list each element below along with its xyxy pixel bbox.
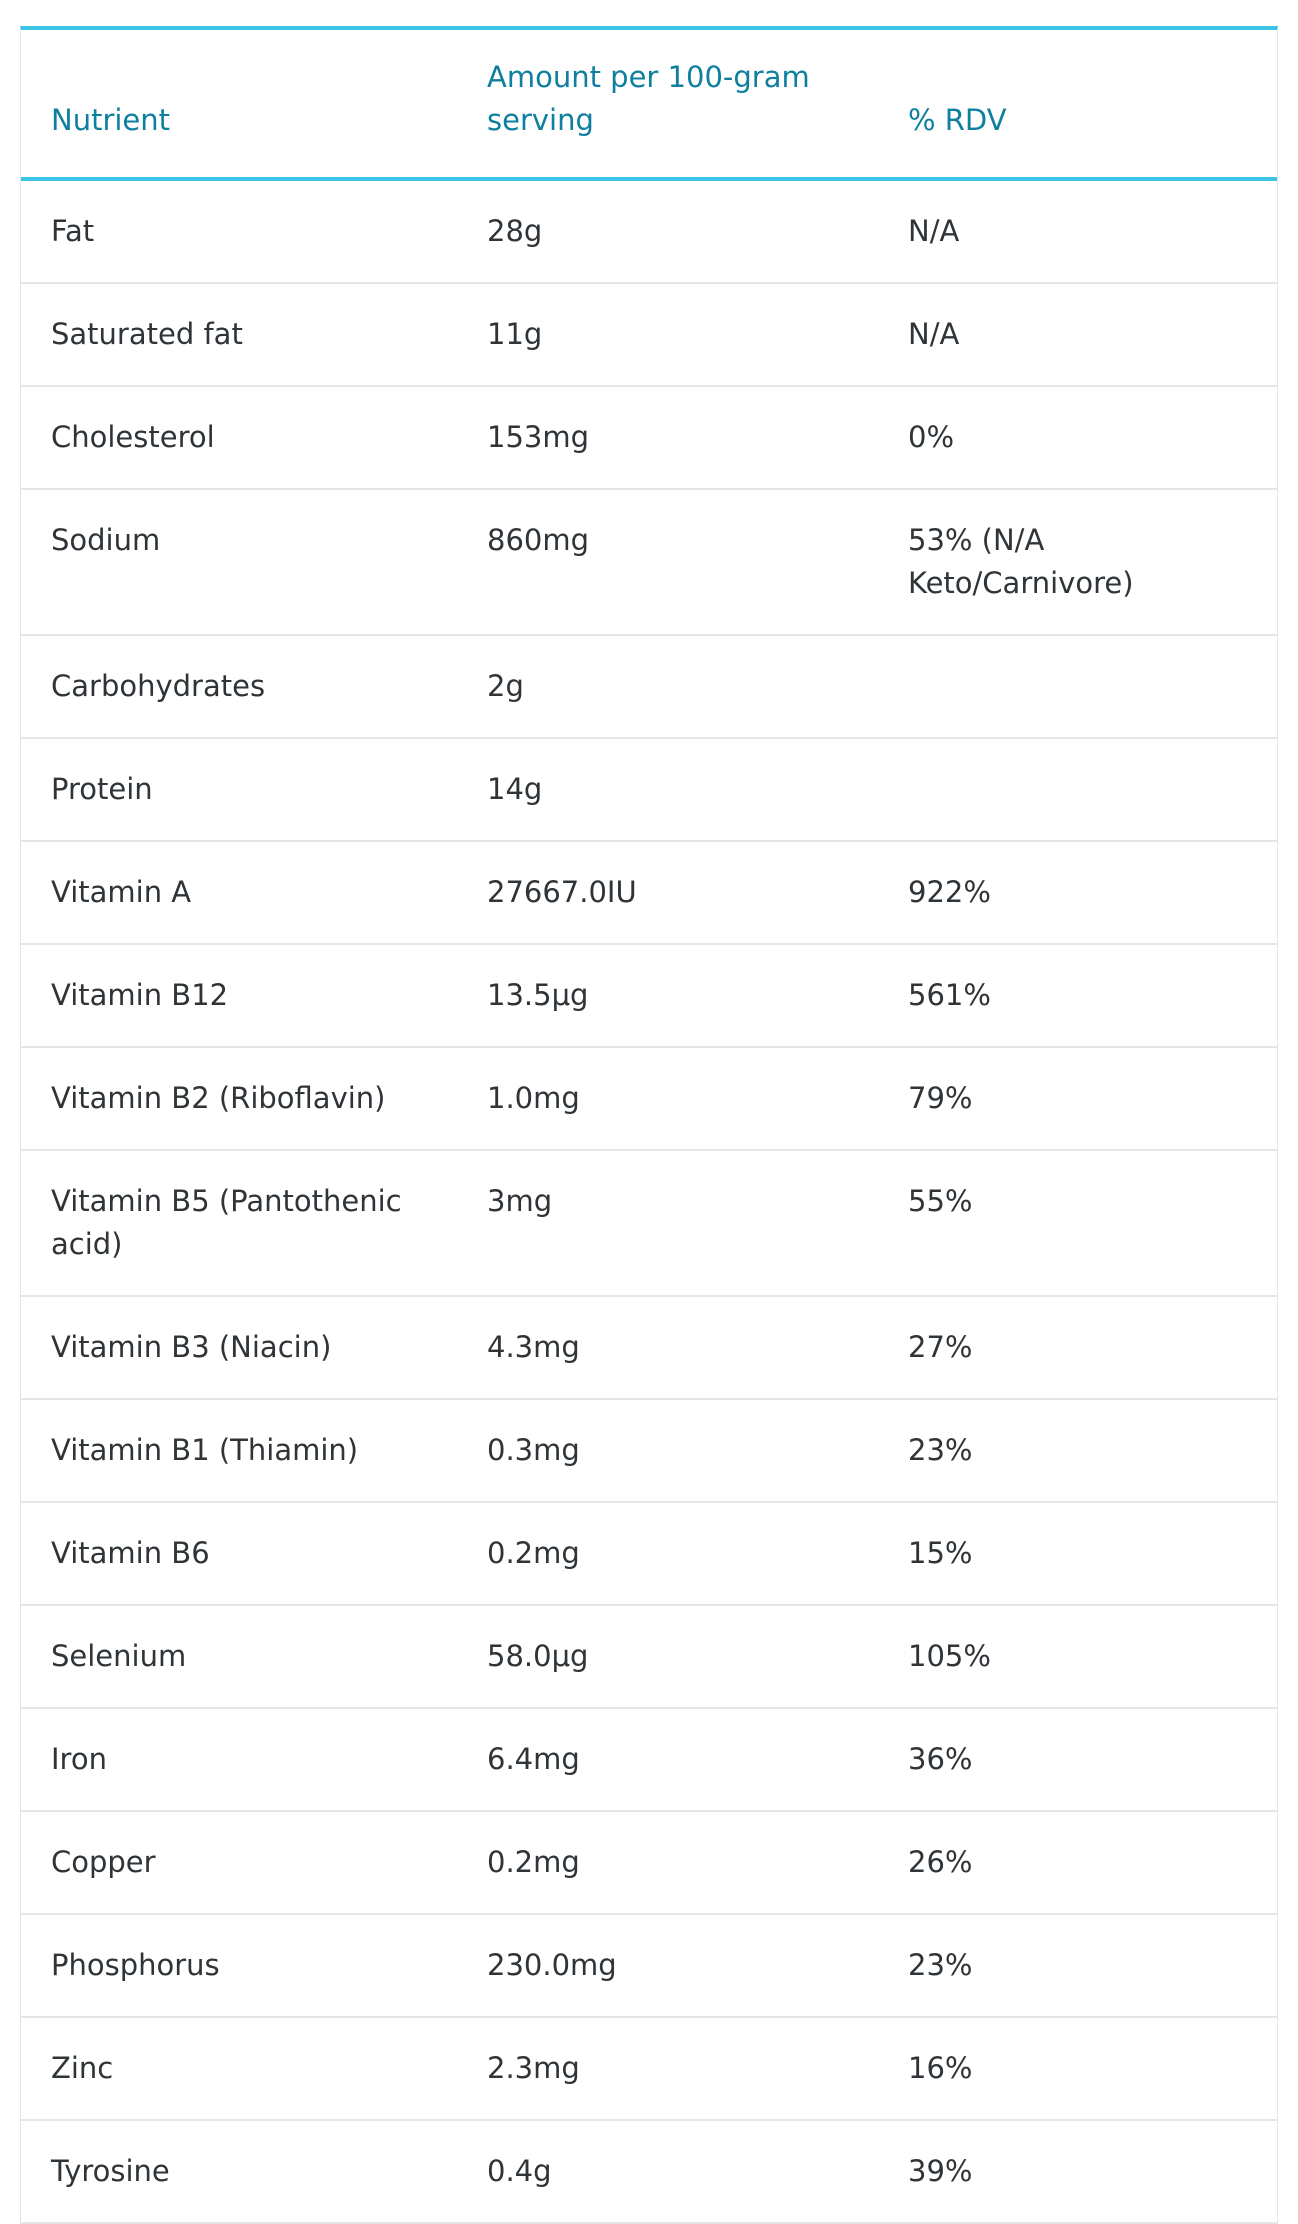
amount-cell: 3mg	[457, 1150, 878, 1297]
rdv-cell: 36%	[878, 1708, 1277, 1812]
table-row: Vitamin B2 (Riboflavin) 1.0mg 79%	[21, 1047, 1277, 1151]
nutrient-cell: Vitamin B12	[21, 944, 457, 1048]
amount-cell: 153mg	[457, 386, 878, 490]
amount-cell: 0.2mg	[457, 1502, 878, 1606]
amount-cell: 13.5μg	[457, 944, 878, 1048]
rdv-cell: 79%	[878, 1047, 1277, 1151]
rdv-cell: 561%	[878, 944, 1277, 1048]
amount-cell: 28g	[457, 179, 878, 284]
amount-cell: 6.4mg	[457, 1708, 878, 1812]
nutrient-cell: Iron	[21, 1708, 457, 1812]
table-row: Vitamin B1 (Thiamin) 0.3mg 23%	[21, 1399, 1277, 1503]
rdv-cell: 15%	[878, 1502, 1277, 1606]
table-row: Vitamin B5 (Pantothenic acid) 3mg 55%	[21, 1150, 1277, 1297]
nutrient-cell: Selenium	[21, 1605, 457, 1709]
table-row: Iron 6.4mg 36%	[21, 1708, 1277, 1812]
amount-cell: 2g	[457, 635, 878, 739]
amount-cell: 11g	[457, 283, 878, 387]
amount-cell: 0.4g	[457, 2120, 878, 2224]
header-nutrient: Nutrient	[21, 30, 457, 181]
table-row: Vitamin B12 13.5μg 561%	[21, 944, 1277, 1048]
amount-cell: 14g	[457, 738, 878, 842]
table-header: Nutrient Amount per 100-gram serving % R…	[21, 30, 1277, 181]
header-amount: Amount per 100-gram serving	[457, 30, 878, 181]
nutrient-cell: Sodium	[21, 489, 457, 636]
table-row: Phosphorus 230.0mg 23%	[21, 1914, 1277, 2018]
nutrient-cell: Tyrosine	[21, 2120, 457, 2224]
table-row: Vitamin A 27667.0IU 922%	[21, 841, 1277, 945]
table-row: Zinc 2.3mg 16%	[21, 2017, 1277, 2121]
nutrient-cell: Zinc	[21, 2017, 457, 2121]
table-row: Tyrosine 0.4g 39%	[21, 2120, 1277, 2224]
table-row: Cholesterol 153mg 0%	[21, 386, 1277, 490]
rdv-cell: 0%	[878, 386, 1277, 490]
rdv-cell: 23%	[878, 1914, 1277, 2018]
header-rdv: % RDV	[878, 30, 1277, 181]
nutrition-table: Nutrient Amount per 100-gram serving % R…	[21, 30, 1277, 2224]
nutrient-cell: Phosphorus	[21, 1914, 457, 2018]
rdv-cell: N/A	[878, 283, 1277, 387]
rdv-cell: 105%	[878, 1605, 1277, 1709]
nutrient-cell: Vitamin B6	[21, 1502, 457, 1606]
rdv-cell: 16%	[878, 2017, 1277, 2121]
nutrition-table-container: Nutrient Amount per 100-gram serving % R…	[20, 26, 1278, 2224]
table-row: Vitamin B6 0.2mg 15%	[21, 1502, 1277, 1606]
table-row: Saturated fat 11g N/A	[21, 283, 1277, 387]
amount-cell: 230.0mg	[457, 1914, 878, 2018]
nutrient-cell: Carbohydrates	[21, 635, 457, 739]
rdv-cell: 26%	[878, 1811, 1277, 1915]
nutrient-cell: Fat	[21, 179, 457, 284]
rdv-cell: 53% (N/A Keto/Carnivore)	[878, 489, 1277, 636]
table-row: Vitamin B3 (Niacin) 4.3mg 27%	[21, 1296, 1277, 1400]
nutrient-cell: Vitamin B2 (Riboflavin)	[21, 1047, 457, 1151]
table-row: Sodium 860mg 53% (N/A Keto/Carnivore)	[21, 489, 1277, 636]
header-row: Nutrient Amount per 100-gram serving % R…	[21, 30, 1277, 181]
nutrient-cell: Vitamin B1 (Thiamin)	[21, 1399, 457, 1503]
amount-cell: 0.2mg	[457, 1811, 878, 1915]
rdv-cell	[878, 738, 1277, 842]
amount-cell: 27667.0IU	[457, 841, 878, 945]
table-row: Selenium 58.0μg 105%	[21, 1605, 1277, 1709]
nutrient-cell: Vitamin B3 (Niacin)	[21, 1296, 457, 1400]
table-row: Fat 28g N/A	[21, 179, 1277, 284]
rdv-cell: N/A	[878, 179, 1277, 284]
rdv-cell: 55%	[878, 1150, 1277, 1297]
table-row: Protein 14g	[21, 738, 1277, 842]
amount-cell: 860mg	[457, 489, 878, 636]
table-row: Copper 0.2mg 26%	[21, 1811, 1277, 1915]
rdv-cell	[878, 635, 1277, 739]
nutrient-cell: Cholesterol	[21, 386, 457, 490]
rdv-cell: 39%	[878, 2120, 1277, 2224]
amount-cell: 4.3mg	[457, 1296, 878, 1400]
rdv-cell: 27%	[878, 1296, 1277, 1400]
amount-cell: 0.3mg	[457, 1399, 878, 1503]
amount-cell: 2.3mg	[457, 2017, 878, 2121]
amount-cell: 58.0μg	[457, 1605, 878, 1709]
table-row: Carbohydrates 2g	[21, 635, 1277, 739]
nutrient-cell: Vitamin B5 (Pantothenic acid)	[21, 1150, 457, 1297]
table-body: Fat 28g N/A Saturated fat 11g N/A Cholesterol 1…	[21, 179, 1277, 2224]
nutrient-cell: Protein	[21, 738, 457, 842]
nutrient-cell: Copper	[21, 1811, 457, 1915]
rdv-cell: 23%	[878, 1399, 1277, 1503]
nutrient-cell: Saturated fat	[21, 283, 457, 387]
rdv-cell: 922%	[878, 841, 1277, 945]
nutrient-cell: Vitamin A	[21, 841, 457, 945]
amount-cell: 1.0mg	[457, 1047, 878, 1151]
